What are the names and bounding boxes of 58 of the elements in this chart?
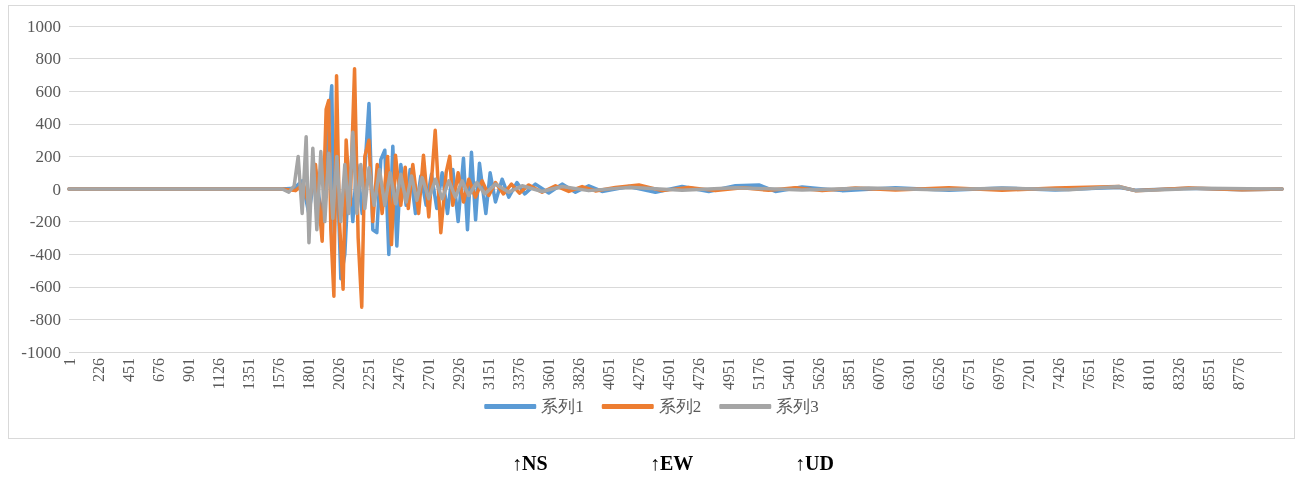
legend-label: 系列2: [658, 397, 702, 416]
x-tick-label: 3826: [570, 358, 588, 390]
x-tick-label: 3151: [480, 358, 498, 390]
x-tick-label: 6076: [870, 358, 888, 390]
x-tick-label: 2476: [390, 358, 408, 390]
y-tick-label: -800: [29, 309, 61, 329]
x-tick-label: 2251: [360, 358, 378, 390]
y-tick-label: -400: [29, 244, 61, 264]
x-tick-label: 6751: [960, 358, 978, 390]
x-tick-label: 8101: [1140, 358, 1158, 390]
x-tick-label: 8551: [1200, 358, 1218, 390]
x-tick-label: 4951: [720, 358, 738, 390]
x-tick-label: 2026: [330, 358, 348, 390]
y-tick-label: 0: [52, 179, 61, 199]
x-tick-label: 7426: [1050, 358, 1068, 390]
x-tick-label: 1126: [210, 358, 228, 390]
x-tick-label: 4501: [660, 358, 678, 390]
text: ↑NS: [512, 452, 548, 475]
x-tick-label: 5626: [810, 358, 828, 390]
x-tick-label: 7201: [1020, 358, 1038, 390]
x-tick-label: 676: [150, 358, 168, 382]
x-tick-label: 4726: [690, 358, 708, 390]
legend-label: 系列3: [776, 397, 819, 416]
x-tick-label: 1576: [270, 358, 288, 390]
x-tick-label: 7876: [1110, 358, 1128, 390]
y-tick-label: -1000: [21, 342, 61, 362]
text: ↑EW: [650, 452, 694, 475]
y-tick-label: 800: [35, 49, 61, 69]
y-tick-label: 400: [35, 114, 61, 134]
x-tick-label: 8776: [1230, 358, 1248, 390]
x-tick-label: 6976: [990, 358, 1008, 390]
x-tick-label: 2701: [420, 358, 438, 390]
y-tick-label: 200: [35, 146, 61, 166]
y-tick-label: -600: [29, 277, 61, 297]
x-tick-label: 5401: [780, 358, 798, 390]
y-tick-label: -200: [29, 212, 61, 232]
x-tick-label: 1351: [240, 358, 258, 390]
x-tick-label: 4276: [630, 358, 648, 390]
y-tick-label: 600: [35, 81, 61, 101]
x-tick-label: 6526: [930, 358, 948, 390]
x-tick-label: 901: [180, 358, 198, 382]
x-tick-label: 1801: [300, 358, 318, 390]
x-tick-label: 3601: [540, 358, 558, 390]
x-tick-label: 1: [60, 358, 78, 366]
x-tick-label: 8326: [1170, 358, 1188, 390]
legend-label: 系列1: [541, 397, 584, 416]
y-tick-label: 1000: [27, 16, 61, 36]
x-tick-label: 2926: [450, 358, 468, 390]
line-series: [67, 130, 1284, 245]
x-tick-label: 451: [120, 358, 138, 382]
x-tick-label: 4051: [600, 358, 618, 390]
x-tick-label: 5176: [750, 358, 768, 390]
x-tick-label: 226: [90, 358, 108, 382]
x-tick-label: 3376: [510, 358, 528, 390]
x-tick-label: 7651: [1080, 358, 1098, 390]
x-tick-label: 6301: [900, 358, 918, 390]
text: ↑UD: [795, 452, 834, 475]
x-tick-label: 5851: [840, 358, 858, 390]
